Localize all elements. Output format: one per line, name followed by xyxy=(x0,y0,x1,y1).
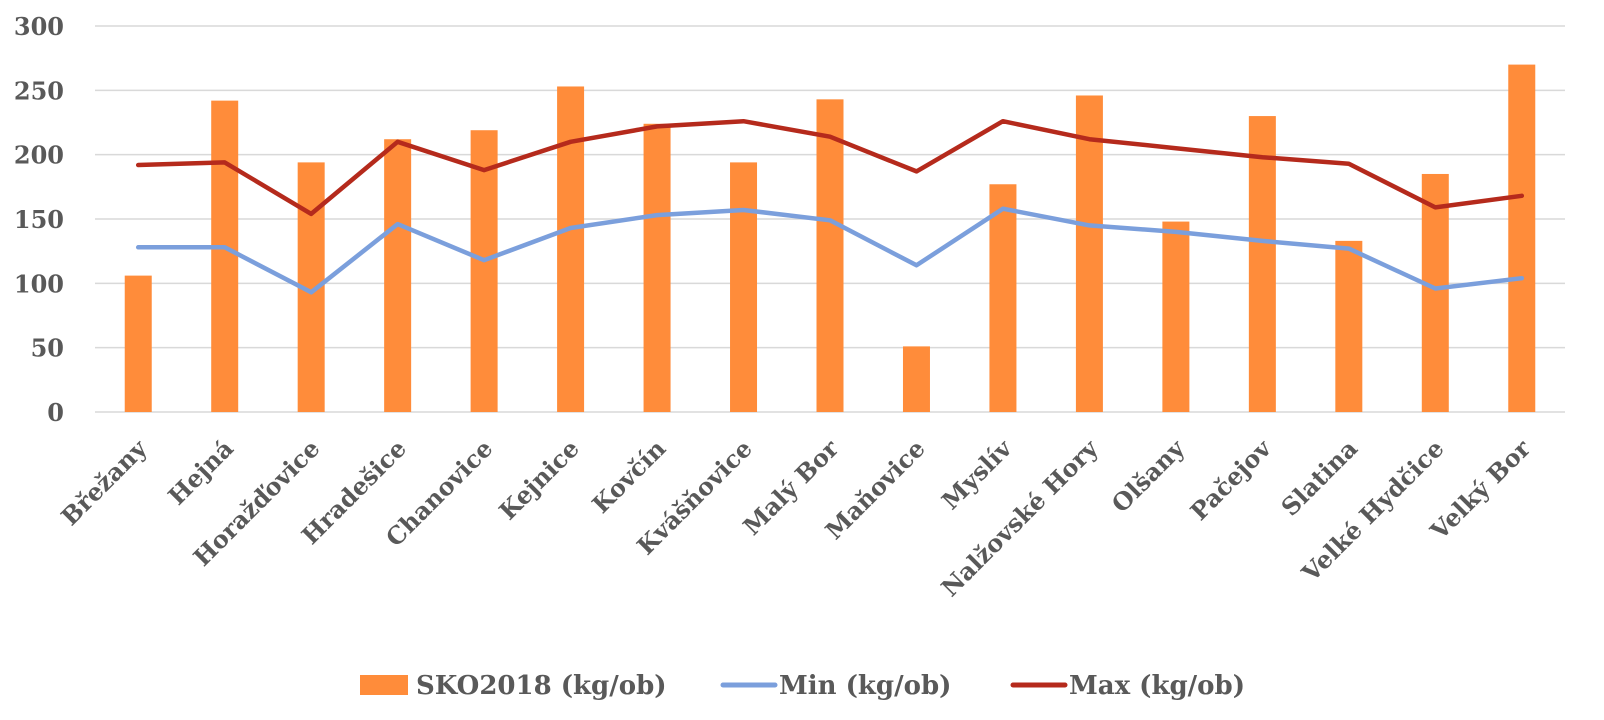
x-category-label: Hejná xyxy=(162,434,239,511)
bar xyxy=(902,346,930,412)
x-category-label: Slatina xyxy=(1275,434,1363,522)
bar xyxy=(1248,116,1276,413)
x-category-label: Olšany xyxy=(1106,433,1191,518)
y-axis-ticks: 0 50 100 150 200 250 300 xyxy=(14,12,64,427)
legend-label: Min (kg/ob) xyxy=(779,671,951,701)
bar xyxy=(470,130,498,412)
y-tick-label: 100 xyxy=(14,269,64,298)
bar xyxy=(1421,173,1449,412)
series-line xyxy=(135,118,1525,217)
x-category-label: Břežany xyxy=(55,433,153,531)
series-line xyxy=(135,206,1525,295)
x-axis-categories: Břežany HejnáHoražďoviceHradešiceChanovic… xyxy=(55,433,1536,602)
bar xyxy=(384,139,412,412)
bar xyxy=(1075,95,1103,412)
bar xyxy=(816,99,844,412)
bar xyxy=(1508,64,1536,412)
bar xyxy=(989,184,1017,412)
x-category-label: Myslív xyxy=(936,433,1018,515)
bar xyxy=(557,86,585,413)
bar xyxy=(124,275,152,412)
x-category-label: Kejnice xyxy=(493,434,585,526)
legend-label: Max (kg/ob) xyxy=(1069,671,1245,701)
bar xyxy=(1335,240,1363,412)
y-tick-label: 300 xyxy=(14,12,64,41)
bar xyxy=(211,100,239,413)
bar xyxy=(1162,221,1190,412)
x-category-label: Kovčín xyxy=(586,434,671,519)
line-series xyxy=(135,118,1525,295)
legend-label: SKO2018 (kg/ob) xyxy=(416,671,667,701)
bar xyxy=(730,162,758,412)
y-tick-label: 0 xyxy=(47,398,64,427)
bar-series xyxy=(124,64,1536,413)
y-tick-label: 50 xyxy=(31,334,64,363)
y-tick-label: 250 xyxy=(14,76,64,105)
bar xyxy=(643,123,671,412)
x-category-label: Nalžovské Hory xyxy=(935,433,1104,602)
x-category-label: Pačejov xyxy=(1184,433,1277,526)
y-tick-label: 150 xyxy=(14,205,64,234)
legend: SKO2018 (kg/ob) Min (kg/ob) Max (kg/ob) xyxy=(360,671,1245,701)
legend-swatch xyxy=(360,675,408,695)
y-tick-label: 200 xyxy=(14,141,64,170)
